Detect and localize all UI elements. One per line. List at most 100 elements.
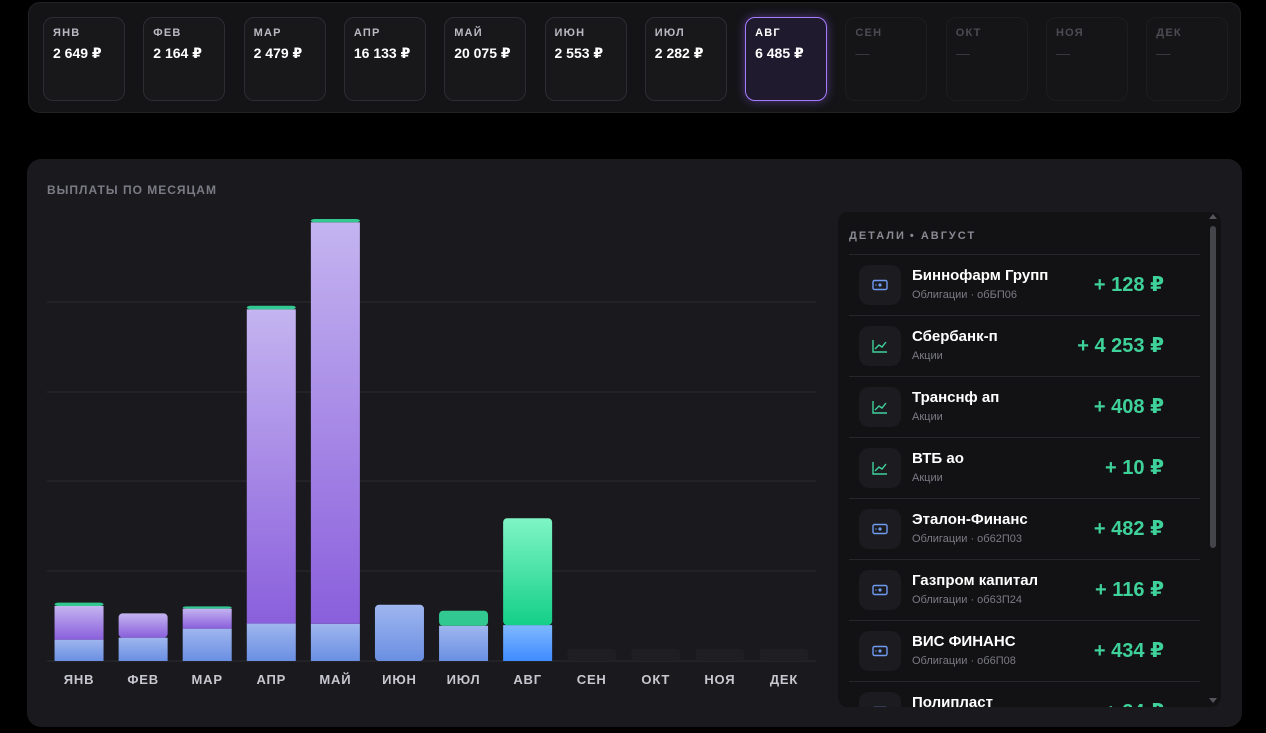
chart-icon bbox=[859, 387, 901, 427]
payouts-panel: ВЫПЛАТЫ ПО МЕСЯЦАМ ЯНВ ФЕВ МАР АПР МАЙ ИЮН ИЮЛ… bbox=[27, 159, 1242, 727]
detail-amount: + 482 ₽ bbox=[1093, 518, 1164, 540]
chart-title: ВЫПЛАТЫ ПО МЕСЯЦАМ bbox=[47, 183, 217, 197]
bar-empty-ОКТ bbox=[631, 649, 681, 661]
month-card-1[interactable]: ФЕВ 2 164 ₽ bbox=[143, 17, 226, 101]
detail-row[interactable]: Газпром капитал Облигации · об63П24 + 116 … bbox=[849, 559, 1200, 620]
month-card-label: ОКТ bbox=[955, 27, 982, 39]
detail-name: ВИС ФИНАНС bbox=[912, 633, 1016, 650]
bar-segment-ФЕВ-0 bbox=[118, 637, 168, 661]
x-tick-label: ФЕВ bbox=[127, 672, 159, 687]
bar-segment-ЯНВ-0 bbox=[54, 639, 104, 661]
detail-amount: + 24 ₽ bbox=[1105, 699, 1164, 707]
detail-row[interactable]: Эталон-Финанс Облигации · об62П03 + 482 ₽ bbox=[849, 498, 1200, 559]
month-card-label: ЯНВ bbox=[53, 27, 81, 39]
detail-row[interactable]: Сбербанк-п Акции + 4 253 ₽ bbox=[849, 315, 1200, 376]
month-card-value: — bbox=[1156, 45, 1171, 61]
month-card-9[interactable]: ОКТ — bbox=[945, 17, 1028, 101]
bar-empty-НОЯ bbox=[695, 649, 745, 661]
month-card-value: 2 164 ₽ bbox=[153, 45, 202, 61]
x-tick-label: АПР bbox=[256, 672, 286, 687]
month-card-value: — bbox=[855, 45, 870, 61]
month-card-value: — bbox=[955, 45, 970, 61]
detail-amount: + 128 ₽ bbox=[1093, 274, 1164, 296]
x-tick-label: ДЕК bbox=[770, 672, 798, 687]
bar-segment-ЯНВ-2 bbox=[54, 602, 104, 606]
detail-subtitle: Облигации · обБП06 bbox=[912, 289, 1017, 301]
details-panel: ДЕТАЛИ • АВГУСТ Биннофарм Групп Облигации … bbox=[838, 212, 1221, 707]
month-card-label: ДЕК bbox=[1156, 27, 1182, 39]
detail-amount: + 4 253 ₽ bbox=[1077, 335, 1164, 357]
bar-segment-АВГ-2 bbox=[503, 518, 553, 626]
detail-row[interactable]: ВИС ФИНАНС Облигации · об6П08 + 434 ₽ bbox=[849, 620, 1200, 681]
detail-subtitle: Акции bbox=[912, 350, 943, 362]
month-card-5[interactable]: ИЮН 2 553 ₽ bbox=[544, 17, 627, 101]
detail-row[interactable]: Биннофарм Групп Облигации · обБП06 + 128 ₽ bbox=[849, 254, 1200, 315]
bond-icon bbox=[859, 265, 901, 305]
scroll-up-arrow[interactable] bbox=[1209, 214, 1217, 219]
bar-segment-ФЕВ-1 bbox=[118, 613, 168, 638]
month-card-label: СЕН bbox=[855, 27, 883, 39]
month-card-label: ИЮН bbox=[554, 27, 586, 39]
bar-segment-МАЙ-0 bbox=[310, 623, 360, 661]
detail-name: Газпром капитал bbox=[912, 572, 1039, 589]
bar-segment-АВГ-0 bbox=[503, 625, 553, 661]
bar-empty-ДЕК bbox=[759, 649, 809, 661]
bond-icon bbox=[859, 570, 901, 610]
month-card-11[interactable]: ДЕК — bbox=[1146, 17, 1229, 101]
x-tick-label: ИЮЛ bbox=[447, 672, 481, 687]
x-tick-label: ОКТ bbox=[641, 672, 670, 687]
detail-subtitle: Облигации · об63П24 bbox=[912, 594, 1022, 606]
scroll-down-arrow[interactable] bbox=[1209, 698, 1217, 703]
bar-segment-МАР-2 bbox=[182, 606, 232, 609]
bar-segment-ИЮН-0 bbox=[374, 604, 424, 661]
detail-amount: + 10 ₽ bbox=[1105, 457, 1164, 479]
month-card-value: 16 133 ₽ bbox=[353, 45, 411, 61]
month-card-label: АПР bbox=[353, 27, 381, 39]
details-title-label: ДЕТАЛИ bbox=[849, 230, 906, 242]
details-scrollbar[interactable] bbox=[1210, 226, 1216, 548]
month-card-label: ФЕВ bbox=[153, 27, 182, 39]
details-title: ДЕТАЛИ • АВГУСТ bbox=[849, 230, 976, 242]
bar-empty-СЕН bbox=[567, 649, 617, 661]
month-card-label: ИЮЛ bbox=[654, 27, 685, 39]
bar-segment-АПР-0 bbox=[246, 623, 296, 661]
x-tick-label: ИЮН bbox=[382, 672, 417, 687]
bar-segment-МАР-1 bbox=[182, 608, 232, 629]
bond-icon bbox=[859, 509, 901, 549]
details-list: Биннофарм Групп Облигации · обБП06 + 128 ₽… bbox=[849, 254, 1200, 707]
month-card-value: 2 553 ₽ bbox=[554, 45, 604, 61]
bar-segment-МАР-0 bbox=[182, 628, 232, 661]
month-card-label: АВГ bbox=[755, 27, 781, 39]
x-tick-label: МАР bbox=[192, 672, 223, 687]
detail-name: ВТБ ао bbox=[912, 450, 964, 467]
bar-segment-МАЙ-1 bbox=[310, 222, 360, 624]
month-card-10[interactable]: НОЯ — bbox=[1046, 17, 1128, 101]
bar-segment-АПР-2 bbox=[246, 305, 296, 310]
chart-icon bbox=[859, 448, 901, 488]
detail-name: Эталон-Финанс bbox=[912, 511, 1028, 528]
month-card-value: — bbox=[1056, 45, 1070, 61]
month-card-4[interactable]: МАЙ 20 075 ₽ bbox=[444, 17, 527, 101]
month-card-0[interactable]: ЯНВ 2 649 ₽ bbox=[43, 17, 125, 101]
detail-row[interactable]: Полипласт + 24 ₽ bbox=[849, 681, 1200, 707]
bar-segment-ИЮЛ-0 bbox=[439, 625, 489, 661]
detail-subtitle: Облигации · об62П03 bbox=[912, 533, 1022, 545]
x-tick-label: ЯНВ bbox=[64, 672, 95, 687]
month-card-2[interactable]: МАР 2 479 ₽ bbox=[243, 17, 326, 101]
month-card-3[interactable]: АПР 16 133 ₽ bbox=[343, 17, 426, 101]
detail-subtitle: Облигации · об6П08 bbox=[912, 655, 1016, 667]
month-card-value: 20 075 ₽ bbox=[454, 45, 511, 61]
detail-row[interactable]: ВТБ ао Акции + 10 ₽ bbox=[849, 437, 1200, 498]
month-selector: ЯНВ 2 649 ₽ ФЕВ 2 164 ₽ МАР 2 479 ₽ АПР 16 133 … bbox=[28, 2, 1241, 113]
bar-segment-ИЮЛ-2 bbox=[439, 610, 489, 626]
detail-row[interactable]: Транснф ап Акции + 408 ₽ bbox=[849, 376, 1200, 437]
month-card-8[interactable]: СЕН — bbox=[845, 17, 928, 101]
detail-name: Полипласт bbox=[912, 694, 993, 707]
chart-icon bbox=[859, 326, 901, 366]
month-card-value: 2 282 ₽ bbox=[654, 45, 704, 61]
month-card-value: 2 479 ₽ bbox=[253, 45, 303, 61]
month-card-7[interactable]: АВГ 6 485 ₽ bbox=[745, 17, 828, 101]
detail-amount: + 408 ₽ bbox=[1093, 396, 1164, 418]
month-card-6[interactable]: ИЮЛ 2 282 ₽ bbox=[644, 17, 727, 101]
x-tick-label: АВГ bbox=[513, 672, 542, 687]
